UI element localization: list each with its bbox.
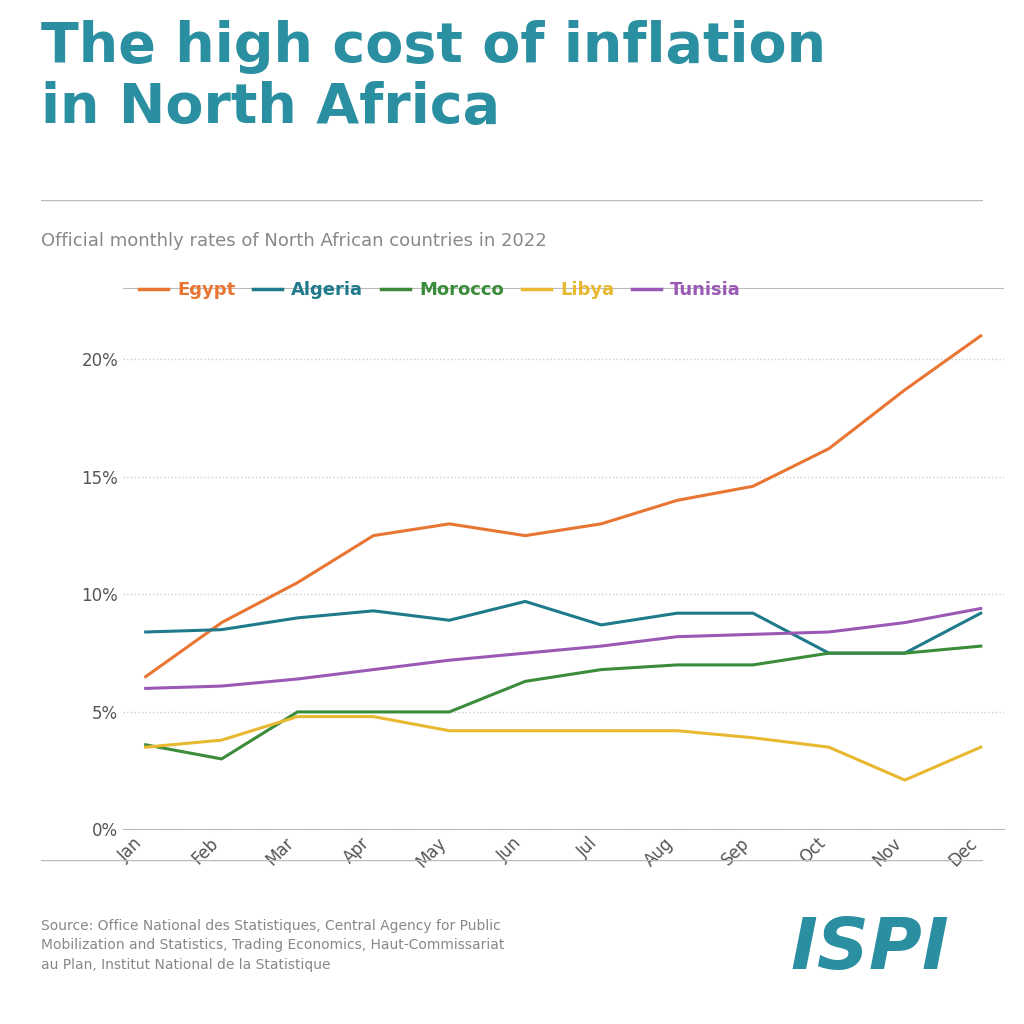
Text: The high cost of inflation
in North Africa: The high cost of inflation in North Afri… — [41, 20, 826, 135]
Text: ISPI: ISPI — [791, 914, 949, 984]
Text: Source: Office National des Statistiques, Central Agency for Public
Mobilization: Source: Office National des Statistiques… — [41, 919, 505, 972]
Text: Official monthly rates of North African countries in 2022: Official monthly rates of North African … — [41, 231, 547, 250]
Legend: Egypt, Algeria, Morocco, Libya, Tunisia: Egypt, Algeria, Morocco, Libya, Tunisia — [132, 274, 749, 306]
